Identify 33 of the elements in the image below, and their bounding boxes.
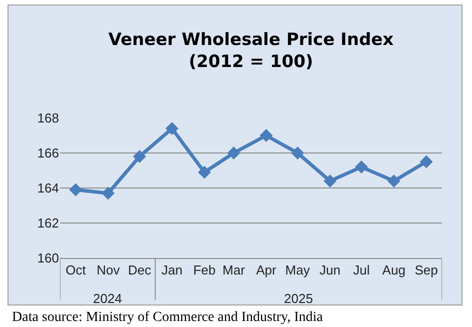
point — [387, 174, 400, 188]
point — [420, 155, 433, 168]
point — [260, 129, 273, 142]
x-tick-label: Jul — [353, 262, 370, 278]
x-tick-label: Oct — [66, 262, 86, 278]
x-tick-label: Jan — [161, 262, 182, 278]
x-tick-label: Nov — [96, 262, 120, 278]
x-tick-label: Feb — [193, 262, 216, 278]
point — [69, 183, 82, 196]
y-tick-label: 168 — [37, 110, 59, 126]
x-tick-label: Dec — [128, 262, 152, 278]
text: 2025 — [284, 291, 313, 306]
point — [165, 122, 178, 135]
x-tick-label: Mar — [222, 262, 246, 278]
y-tick-label: 166 — [37, 146, 59, 161]
chart-title: Veneer Wholesale Price Index (2012 = 100) — [108, 30, 394, 72]
y-tick-label: 160 — [37, 250, 59, 266]
point — [227, 146, 240, 160]
x-tick-label: Sep — [414, 262, 438, 278]
point — [198, 166, 211, 179]
x-tick-label: Aug — [382, 262, 406, 278]
text: 2024 — [93, 291, 122, 306]
x-tick-label: May — [285, 262, 310, 278]
point — [133, 150, 146, 163]
y-tick-label: 162 — [37, 216, 59, 231]
source-note: Data source: Ministry of Commerce and Industry, India — [12, 310, 324, 325]
point — [291, 146, 304, 160]
x-tick-label: Jun — [320, 262, 341, 278]
point — [102, 186, 115, 200]
x-tick-label: Apr — [256, 262, 277, 278]
y-tick-label: 164 — [37, 180, 59, 196]
point — [354, 160, 368, 174]
point — [324, 174, 337, 188]
